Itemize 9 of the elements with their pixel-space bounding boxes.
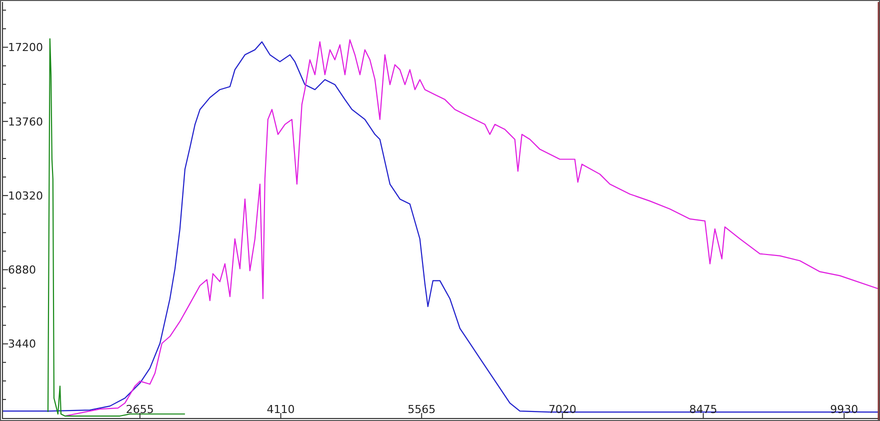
line-series xyxy=(47,38,186,417)
x-tick-label: 4110 xyxy=(266,403,295,416)
y-tick-label: 10320 xyxy=(8,189,43,202)
y-tick-label: 6880 xyxy=(8,264,36,277)
y-tick-label: 3440 xyxy=(8,338,36,351)
y-tick-label: 17200 xyxy=(8,41,43,54)
y-tick-label: 13760 xyxy=(8,115,43,128)
x-tick-label: 2655 xyxy=(126,403,154,416)
x-tick-label: 5565 xyxy=(408,403,436,416)
